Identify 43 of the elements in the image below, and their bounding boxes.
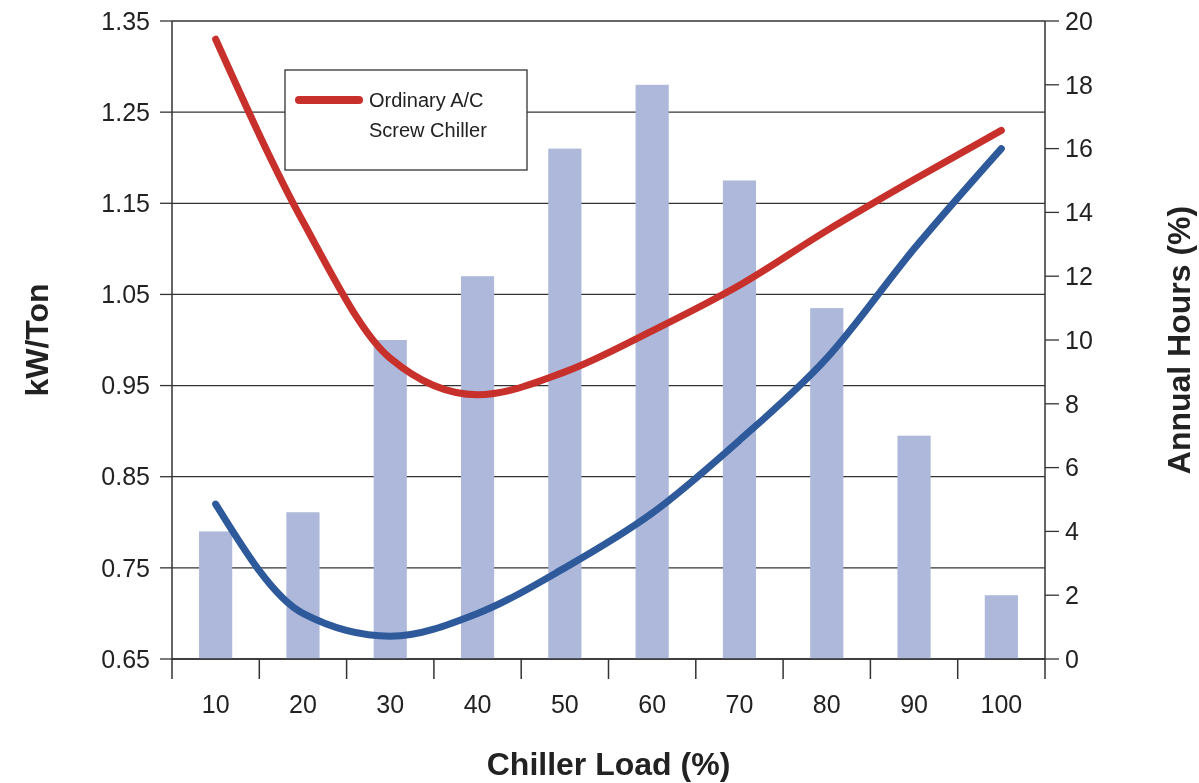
y-tick-label: 1.05 (101, 280, 150, 309)
y2-tick-label: 6 (1065, 453, 1079, 482)
x-tick-label: 40 (463, 690, 492, 718)
bar (897, 435, 931, 659)
y2-tick-label: 14 (1065, 198, 1093, 227)
y2-tick-label: 2 (1065, 580, 1079, 609)
bar (460, 276, 495, 659)
y2-tick-label: 0 (1065, 644, 1079, 673)
x-tick-label: 50 (550, 690, 579, 718)
y2-axis-title: Annual Hours (%) (1161, 205, 1197, 475)
x-tick-label: 70 (725, 690, 754, 718)
y-tick-label: 1.35 (101, 6, 150, 35)
x-tick-label: 60 (638, 690, 667, 718)
bar (810, 308, 844, 659)
y-tick-label: 0.95 (101, 371, 150, 400)
bar (286, 512, 320, 659)
x-tick-label: 10 (201, 690, 230, 718)
y2-tick-label: 10 (1065, 325, 1093, 354)
bar (984, 595, 1018, 659)
y2-tick-label: 12 (1065, 261, 1093, 290)
x-tick-label: 100 (980, 690, 1023, 718)
y2-tick-label: 18 (1065, 70, 1093, 99)
legend-label: Ordinary A/C Screw Chiller (369, 89, 488, 141)
y-tick-label: 0.65 (101, 644, 150, 673)
bar (373, 340, 407, 659)
bar (548, 148, 582, 659)
x-tick-label: 90 (900, 690, 928, 718)
x-tick-label: 20 (289, 690, 317, 718)
x-axis-title: Chiller Load (%) (486, 746, 731, 782)
bar (635, 84, 669, 659)
y2-tick-label: 16 (1065, 134, 1093, 163)
bar (199, 531, 233, 659)
y-axis-title: kW/Ton (19, 283, 55, 397)
y-tick-label: 0.75 (101, 553, 150, 582)
y-tick-label: 1.25 (101, 97, 150, 126)
y2-tick-label: 8 (1065, 389, 1079, 418)
y2-tick-label: 4 (1065, 517, 1079, 546)
y-tick-label: 1.15 (101, 189, 150, 218)
y2-tick-label: 20 (1065, 6, 1093, 35)
x-tick-label: 30 (376, 690, 405, 718)
bar (722, 180, 757, 659)
x-tick-label: 80 (812, 690, 841, 718)
y-tick-label: 0.85 (101, 462, 150, 491)
